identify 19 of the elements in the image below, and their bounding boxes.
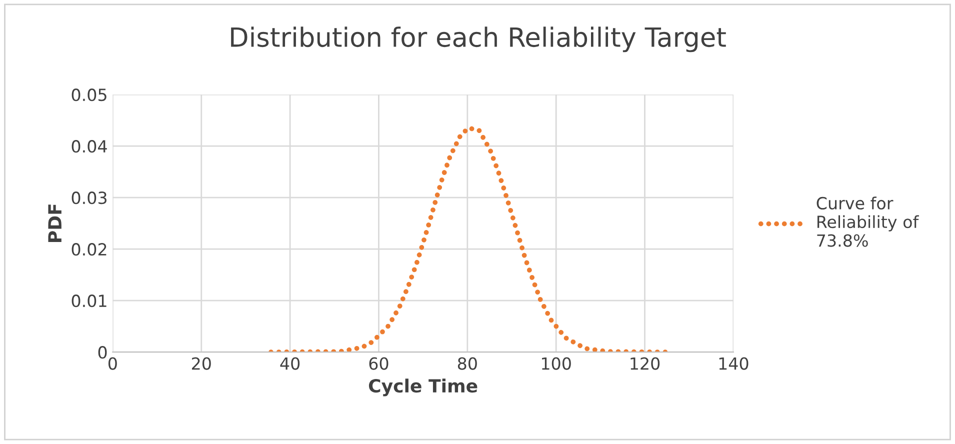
x-tick-label: 40: [280, 357, 300, 370]
x-tick-label: 120: [630, 357, 660, 370]
y-tick-label: 0.03: [72, 192, 106, 204]
x-tick-label: 80: [458, 357, 477, 370]
x-tick-label: 60: [369, 357, 388, 370]
x-tick-label: 140: [719, 357, 748, 370]
x-tick-label: 20: [192, 357, 211, 370]
x-tick-label: 100: [542, 357, 571, 370]
x-tick-label: 0: [108, 357, 117, 370]
y-tick-label: 0.02: [72, 243, 106, 256]
y-tick-label: 0.01: [72, 294, 106, 308]
line-series: [268, 126, 668, 352]
y-tick-label: 0: [98, 346, 107, 359]
y-axis-title: PDF: [48, 204, 62, 242]
y-tick-label: 0.04: [72, 140, 107, 153]
legend-label: Curve for Reliability of 73.8%: [816, 196, 919, 247]
x-axis-title: Cycle Time: [368, 378, 478, 396]
chart-title: Distribution for each Reliability Target: [231, 26, 726, 52]
y-tick-label: 0.05: [72, 88, 106, 102]
